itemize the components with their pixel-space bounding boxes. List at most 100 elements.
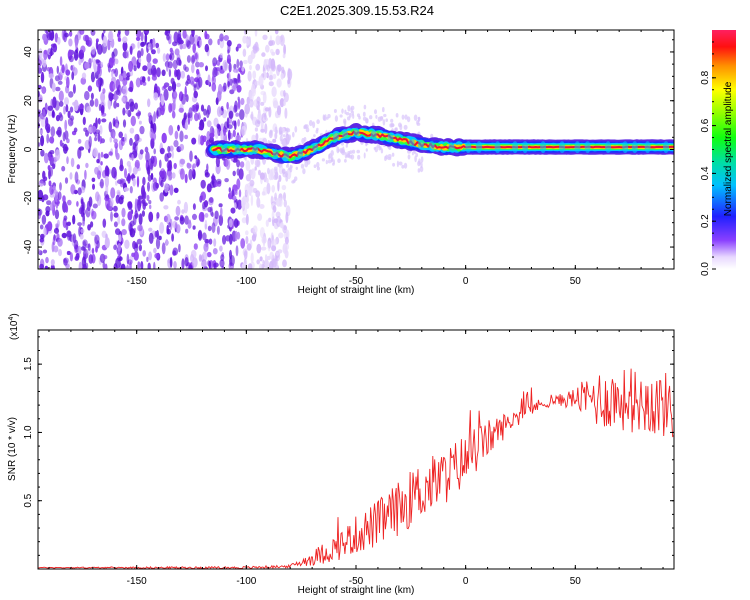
noise-cell xyxy=(236,159,241,168)
noise-cell xyxy=(112,117,116,127)
noise-cell xyxy=(229,89,235,95)
noise-cell xyxy=(264,112,267,120)
noise-cell xyxy=(181,93,186,105)
noise-cell xyxy=(95,191,100,202)
noise-cell xyxy=(49,184,54,195)
noise-cell xyxy=(114,68,119,77)
noise-cell xyxy=(165,53,170,62)
noise-cell xyxy=(198,61,204,68)
halo-cell xyxy=(325,159,328,165)
noise-cell xyxy=(250,252,254,264)
noise-cell xyxy=(234,230,238,242)
noise-cell xyxy=(47,105,54,111)
noise-cell xyxy=(84,90,90,101)
ridge-node xyxy=(540,141,547,154)
halo-cell xyxy=(327,114,331,119)
noise-cell xyxy=(68,91,74,98)
halo-cell xyxy=(396,160,399,168)
noise-cell xyxy=(98,103,102,112)
halo-cell xyxy=(349,112,352,118)
halo-cell xyxy=(363,104,367,110)
halo-cell xyxy=(401,114,405,120)
halo-cell xyxy=(365,148,368,152)
noise-cell xyxy=(156,212,160,219)
noise-cell xyxy=(201,259,207,269)
noise-cell xyxy=(42,108,46,120)
noise-cell xyxy=(171,110,176,119)
halo-cell xyxy=(286,164,289,168)
snr-panel: -150 -100 -50 0 50 0.5 1.0 1.5 Height of strai… xyxy=(7,313,675,596)
noise-cell xyxy=(165,238,169,247)
noise-cell xyxy=(175,224,181,234)
noise-cell xyxy=(113,205,118,212)
noise-cell xyxy=(92,183,95,190)
noise-cell xyxy=(111,166,117,179)
halo-cell xyxy=(406,116,411,123)
noise-cell xyxy=(245,213,249,226)
noise-cell xyxy=(284,107,288,119)
noise-cell xyxy=(262,70,267,81)
noise-cell xyxy=(124,239,130,249)
halo-cell xyxy=(390,122,395,128)
noise-cell xyxy=(278,197,283,208)
noise-cell xyxy=(74,54,79,59)
noise-cell xyxy=(258,169,261,176)
noise-cell xyxy=(142,250,146,257)
noise-cell xyxy=(142,201,146,210)
noise-cell xyxy=(264,259,269,269)
noise-cell xyxy=(121,229,127,236)
noise-cell xyxy=(262,34,268,40)
ridge-node xyxy=(370,129,377,140)
halo-cell xyxy=(301,137,305,145)
noise-cell xyxy=(223,35,229,41)
noise-cell xyxy=(161,132,167,144)
noise-cell xyxy=(64,97,69,106)
noise-cell xyxy=(94,234,100,245)
noise-cell xyxy=(191,63,195,74)
noise-cell xyxy=(137,261,141,269)
noise-cell xyxy=(139,125,145,135)
noise-cell xyxy=(122,77,128,86)
halo-cell xyxy=(288,134,292,141)
noise-cell xyxy=(255,119,261,128)
halo-cell xyxy=(285,175,289,182)
noise-cell xyxy=(69,252,73,262)
noise-cell xyxy=(140,31,144,42)
noise-cell xyxy=(87,243,91,251)
noise-cell xyxy=(134,213,139,218)
noise-cell xyxy=(97,117,101,125)
ridge-node xyxy=(559,141,566,154)
noise-cell xyxy=(153,261,156,269)
noise-cell xyxy=(281,184,287,191)
noise-cell xyxy=(72,214,76,225)
noise-cell xyxy=(58,249,62,257)
noise-cell xyxy=(200,195,204,200)
noise-cell xyxy=(156,67,161,78)
noise-cell xyxy=(276,78,282,88)
noise-cell xyxy=(264,254,268,262)
noise-cell xyxy=(282,224,288,234)
noise-cell xyxy=(259,256,263,262)
noise-cell xyxy=(268,74,274,81)
noise-cell xyxy=(262,186,268,196)
noise-cell xyxy=(62,131,66,142)
snr-y-ticks: 0.5 1.0 1.5 xyxy=(23,336,674,556)
noise-cell xyxy=(59,182,62,191)
halo-cell xyxy=(399,123,403,131)
halo-cell xyxy=(407,154,411,160)
noise-cell xyxy=(227,43,231,54)
noise-cell xyxy=(134,133,140,142)
noise-cell xyxy=(221,109,228,119)
noise-cell xyxy=(66,250,71,256)
halo-cell xyxy=(380,148,384,154)
noise-cell xyxy=(108,92,114,102)
noise-cell xyxy=(237,43,242,49)
noise-cell xyxy=(66,230,72,241)
noise-cell xyxy=(278,232,284,239)
noise-cell xyxy=(38,67,43,74)
noise-cell xyxy=(192,43,196,54)
ridge-node xyxy=(574,141,581,154)
noise-cell xyxy=(99,178,104,189)
noise-cell xyxy=(84,62,90,69)
